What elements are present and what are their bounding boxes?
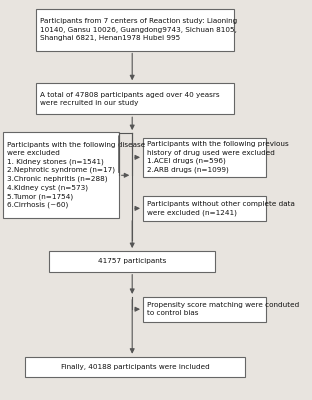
- FancyBboxPatch shape: [36, 9, 234, 50]
- FancyBboxPatch shape: [143, 297, 266, 322]
- FancyBboxPatch shape: [143, 138, 266, 177]
- Text: Participants with the following previous
history of drug used were excluded
1.AC: Participants with the following previous…: [147, 142, 289, 173]
- FancyBboxPatch shape: [25, 357, 245, 377]
- FancyBboxPatch shape: [143, 196, 266, 221]
- Text: Finally, 40188 participants were included: Finally, 40188 participants were include…: [61, 364, 209, 370]
- Text: Propensity score matching were conduted
to control bias: Propensity score matching were conduted …: [147, 302, 299, 316]
- Text: Participants without other complete data
were excluded (n=1241): Participants without other complete data…: [147, 201, 295, 216]
- Text: A total of 47808 participants aged over 40 yeasrs
were recruited in our study: A total of 47808 participants aged over …: [40, 92, 219, 106]
- Text: Participants with the following disease
were excluded
1. Kidney stones (n=1541)
: Participants with the following disease …: [7, 142, 146, 208]
- FancyBboxPatch shape: [36, 83, 234, 114]
- Text: 41757 participants: 41757 participants: [98, 258, 166, 264]
- FancyBboxPatch shape: [49, 251, 215, 272]
- Text: Participants from 7 centers of Reaction study: Liaoning
10140, Gansu 10026, Guan: Participants from 7 centers of Reaction …: [40, 18, 237, 41]
- FancyBboxPatch shape: [3, 132, 119, 218]
